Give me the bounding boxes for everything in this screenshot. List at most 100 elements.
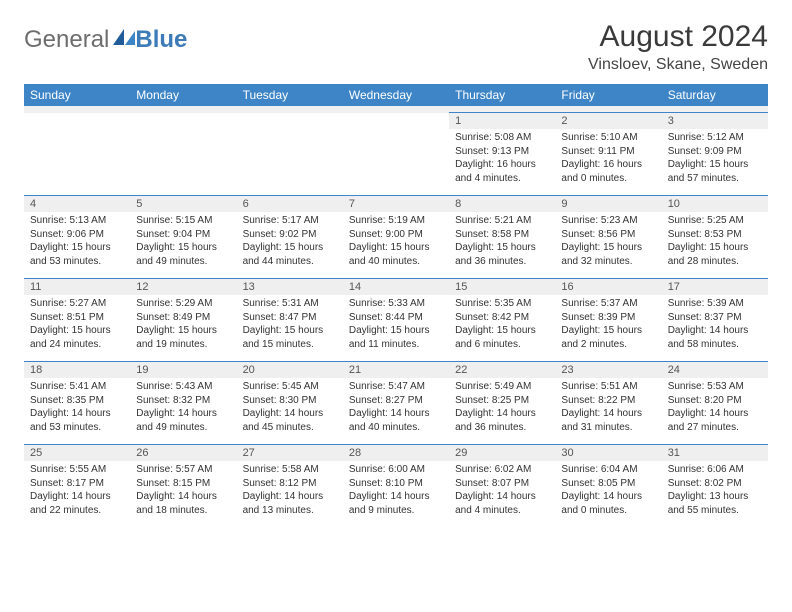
daylight-text: Daylight: 14 hours [455, 490, 549, 504]
daylight-text: Daylight: 14 hours [349, 407, 443, 421]
sunset-text: Sunset: 8:32 PM [136, 394, 230, 408]
sunset-text: Sunset: 8:47 PM [243, 311, 337, 325]
day-cell: Sunrise: 6:00 AMSunset: 8:10 PMDaylight:… [343, 461, 449, 527]
dow-saturday: Saturday [662, 84, 768, 106]
daylight-text2: and 0 minutes. [561, 172, 655, 186]
daylight-text: Daylight: 15 hours [349, 241, 443, 255]
day-number: 5 [130, 196, 236, 213]
brand-part2: Blue [135, 26, 187, 54]
daylight-text: Daylight: 15 hours [668, 158, 762, 172]
daylight-text: Daylight: 14 hours [136, 407, 230, 421]
day-cell: Sunrise: 5:13 AMSunset: 9:06 PMDaylight:… [24, 212, 130, 279]
dow-row: Sunday Monday Tuesday Wednesday Thursday… [24, 84, 768, 106]
daylight-text: Daylight: 14 hours [30, 407, 124, 421]
day-cell: Sunrise: 5:15 AMSunset: 9:04 PMDaylight:… [130, 212, 236, 279]
sunset-text: Sunset: 9:04 PM [136, 228, 230, 242]
day-number: 24 [662, 362, 768, 379]
day-cell: Sunrise: 5:23 AMSunset: 8:56 PMDaylight:… [555, 212, 661, 279]
day-number: 20 [237, 362, 343, 379]
daylight-text2: and 57 minutes. [668, 172, 762, 186]
sunrise-text: Sunrise: 6:00 AM [349, 463, 443, 477]
day-number: 19 [130, 362, 236, 379]
daylight-text2: and 36 minutes. [455, 255, 549, 269]
day-cell: Sunrise: 5:47 AMSunset: 8:27 PMDaylight:… [343, 378, 449, 445]
sunset-text: Sunset: 8:15 PM [136, 477, 230, 491]
daylight-text2: and 2 minutes. [561, 338, 655, 352]
day-cell: Sunrise: 5:45 AMSunset: 8:30 PMDaylight:… [237, 378, 343, 445]
sunset-text: Sunset: 8:42 PM [455, 311, 549, 325]
day-cell: Sunrise: 5:39 AMSunset: 8:37 PMDaylight:… [662, 295, 768, 362]
week-number-row: 25262728293031 [24, 445, 768, 462]
sunset-text: Sunset: 8:22 PM [561, 394, 655, 408]
day-number: 8 [449, 196, 555, 213]
daylight-text2: and 0 minutes. [561, 504, 655, 518]
daylight-text2: and 28 minutes. [668, 255, 762, 269]
day-number: 27 [237, 445, 343, 462]
day-number: 10 [662, 196, 768, 213]
day-cell: Sunrise: 5:41 AMSunset: 8:35 PMDaylight:… [24, 378, 130, 445]
day-number: 7 [343, 196, 449, 213]
day-cell: Sunrise: 5:08 AMSunset: 9:13 PMDaylight:… [449, 129, 555, 196]
sunrise-text: Sunrise: 5:17 AM [243, 214, 337, 228]
sunrise-text: Sunrise: 5:53 AM [668, 380, 762, 394]
day-cell [130, 129, 236, 196]
day-cell: Sunrise: 5:29 AMSunset: 8:49 PMDaylight:… [130, 295, 236, 362]
daylight-text2: and 11 minutes. [349, 338, 443, 352]
day-number: 6 [237, 196, 343, 213]
brand-part1: General [24, 26, 109, 54]
daylight-text: Daylight: 15 hours [455, 241, 549, 255]
day-number: 13 [237, 279, 343, 296]
day-cell [24, 129, 130, 196]
sunset-text: Sunset: 8:17 PM [30, 477, 124, 491]
empty-day-number [237, 113, 343, 130]
day-number: 15 [449, 279, 555, 296]
sunset-text: Sunset: 9:09 PM [668, 145, 762, 159]
daylight-text2: and 53 minutes. [30, 255, 124, 269]
sunset-text: Sunset: 8:27 PM [349, 394, 443, 408]
daylight-text: Daylight: 15 hours [561, 324, 655, 338]
daylight-text2: and 31 minutes. [561, 421, 655, 435]
header: General Blue August 2024 Vinsloev, Skane… [24, 20, 768, 74]
day-number: 17 [662, 279, 768, 296]
daylight-text2: and 40 minutes. [349, 255, 443, 269]
daylight-text: Daylight: 14 hours [243, 407, 337, 421]
day-number: 2 [555, 113, 661, 130]
day-cell: Sunrise: 6:04 AMSunset: 8:05 PMDaylight:… [555, 461, 661, 527]
daylight-text2: and 22 minutes. [30, 504, 124, 518]
daylight-text: Daylight: 15 hours [243, 324, 337, 338]
sunrise-text: Sunrise: 5:10 AM [561, 131, 655, 145]
day-cell: Sunrise: 6:06 AMSunset: 8:02 PMDaylight:… [662, 461, 768, 527]
day-cell: Sunrise: 5:37 AMSunset: 8:39 PMDaylight:… [555, 295, 661, 362]
day-cell: Sunrise: 5:49 AMSunset: 8:25 PMDaylight:… [449, 378, 555, 445]
dow-wednesday: Wednesday [343, 84, 449, 106]
daylight-text2: and 19 minutes. [136, 338, 230, 352]
day-number: 14 [343, 279, 449, 296]
sunset-text: Sunset: 8:07 PM [455, 477, 549, 491]
daylight-text: Daylight: 13 hours [668, 490, 762, 504]
daylight-text: Daylight: 15 hours [136, 241, 230, 255]
day-cell: Sunrise: 5:17 AMSunset: 9:02 PMDaylight:… [237, 212, 343, 279]
sunset-text: Sunset: 8:12 PM [243, 477, 337, 491]
daylight-text: Daylight: 14 hours [561, 407, 655, 421]
week-number-row: 18192021222324 [24, 362, 768, 379]
day-cell: Sunrise: 5:31 AMSunset: 8:47 PMDaylight:… [237, 295, 343, 362]
sunrise-text: Sunrise: 5:21 AM [455, 214, 549, 228]
sunrise-text: Sunrise: 5:57 AM [136, 463, 230, 477]
sunset-text: Sunset: 8:44 PM [349, 311, 443, 325]
sail-icon [113, 26, 135, 54]
daylight-text2: and 18 minutes. [136, 504, 230, 518]
week-detail-row: Sunrise: 5:27 AMSunset: 8:51 PMDaylight:… [24, 295, 768, 362]
daylight-text: Daylight: 14 hours [349, 490, 443, 504]
sunrise-text: Sunrise: 5:51 AM [561, 380, 655, 394]
day-cell: Sunrise: 5:58 AMSunset: 8:12 PMDaylight:… [237, 461, 343, 527]
sunset-text: Sunset: 9:02 PM [243, 228, 337, 242]
day-number: 25 [24, 445, 130, 462]
daylight-text: Daylight: 14 hours [243, 490, 337, 504]
day-number: 26 [130, 445, 236, 462]
day-number: 23 [555, 362, 661, 379]
sunset-text: Sunset: 8:51 PM [30, 311, 124, 325]
daylight-text2: and 58 minutes. [668, 338, 762, 352]
day-cell [343, 129, 449, 196]
day-number: 30 [555, 445, 661, 462]
month-title: August 2024 [588, 20, 768, 54]
